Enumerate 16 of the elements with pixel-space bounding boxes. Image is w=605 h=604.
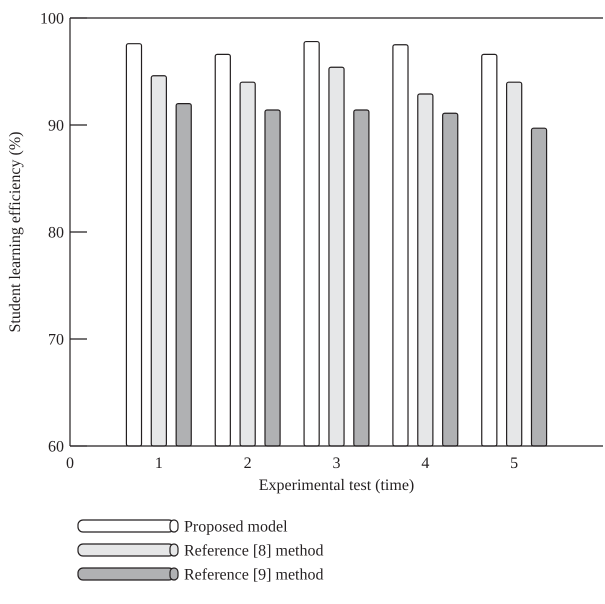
y-tick-label: 80 — [48, 224, 64, 242]
legend-label: Reference [8] method — [184, 542, 324, 560]
x-tick-label: 3 — [332, 455, 340, 472]
x-tick-label: 2 — [244, 455, 252, 472]
legend-label: Proposed model — [184, 518, 288, 536]
y-tick-label: 70 — [48, 332, 64, 349]
y-tick-label: 90 — [48, 118, 64, 135]
y-axis-title: Student learning efficiency (%) — [7, 132, 24, 332]
x-tick-label: 5 — [510, 455, 518, 472]
x-tick-label: 1 — [154, 455, 163, 472]
y-tick-label: 100 — [40, 10, 64, 28]
x-tick-label: 4 — [421, 455, 430, 472]
y-tick-label: 60 — [48, 438, 64, 456]
legend-label: Reference [9] method — [184, 566, 324, 584]
x-axis-title: Experimental test (time) — [258, 477, 414, 494]
x-tick-label: 0 — [66, 455, 74, 472]
